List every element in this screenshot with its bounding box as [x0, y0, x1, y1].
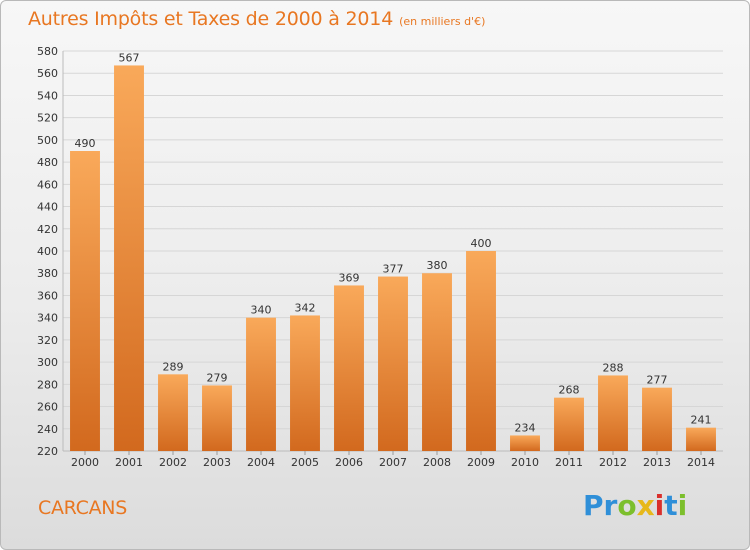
data-label: 279 [207, 371, 228, 384]
chart-subtitle: (en milliers d'€) [399, 15, 486, 28]
logo-letter: o [617, 489, 637, 522]
bar [378, 276, 408, 451]
x-tick-label: 2010 [511, 456, 539, 469]
x-tick-label: 2003 [203, 456, 231, 469]
data-label: 268 [559, 384, 580, 397]
data-label: 369 [339, 271, 360, 284]
data-label: 340 [251, 304, 272, 317]
logo-letter: P [583, 489, 604, 522]
bar [114, 65, 144, 451]
data-label: 567 [119, 51, 140, 64]
data-label: 380 [427, 259, 448, 272]
x-tick-label: 2006 [335, 456, 363, 469]
y-tick-label: 440 [37, 201, 58, 214]
bar [246, 317, 276, 451]
x-tick-label: 2000 [71, 456, 99, 469]
x-tick-label: 2004 [247, 456, 275, 469]
y-tick-label: 560 [37, 67, 58, 80]
chart-title: Autres Impôts et Taxes de 2000 à 2014 (en… [28, 8, 485, 30]
y-tick-label: 240 [37, 423, 58, 436]
logo-letter: r [603, 489, 618, 522]
y-tick-label: 400 [37, 245, 58, 258]
y-tick-label: 500 [37, 134, 58, 147]
x-tick-label: 2001 [115, 456, 143, 469]
y-tick-label: 320 [37, 334, 58, 347]
bar [642, 387, 672, 451]
bar [466, 251, 496, 451]
y-tick-label: 520 [37, 112, 58, 125]
bar [290, 315, 320, 451]
x-tick-label: 2005 [291, 456, 319, 469]
bar [554, 397, 584, 451]
city-name: CARCANS [38, 497, 127, 519]
y-tick-label: 540 [37, 89, 58, 102]
x-tick-label: 2009 [467, 456, 495, 469]
bar [334, 285, 364, 451]
data-label: 289 [163, 360, 184, 373]
logo-letter: i [677, 489, 688, 522]
x-tick-label: 2008 [423, 456, 451, 469]
logo-letter: i [654, 489, 665, 522]
data-label: 277 [647, 374, 668, 387]
bar [158, 374, 188, 451]
bar [686, 427, 716, 451]
y-tick-label: 420 [37, 223, 58, 236]
logo-letter: x [636, 489, 655, 522]
proxiti-logo: Proxiti [583, 489, 687, 522]
data-label: 400 [471, 237, 492, 250]
x-tick-label: 2014 [687, 456, 715, 469]
bar [510, 435, 540, 451]
data-label: 241 [691, 414, 712, 427]
y-tick-label: 220 [37, 445, 58, 458]
x-tick-label: 2011 [555, 456, 583, 469]
y-tick-label: 260 [37, 401, 58, 414]
x-tick-label: 2012 [599, 456, 627, 469]
x-tick-label: 2013 [643, 456, 671, 469]
chart-title-text: Autres Impôts et Taxes de 2000 à 2014 [28, 8, 394, 30]
y-tick-label: 280 [37, 378, 58, 391]
x-tick-label: 2002 [159, 456, 187, 469]
y-tick-label: 380 [37, 267, 58, 280]
x-tick-label: 2007 [379, 456, 407, 469]
data-label: 288 [603, 361, 624, 374]
data-label: 234 [515, 421, 536, 434]
y-tick-label: 480 [37, 156, 58, 169]
bar [598, 375, 628, 451]
y-tick-label: 300 [37, 356, 58, 369]
bar [422, 273, 452, 451]
bar [70, 151, 100, 451]
y-tick-label: 580 [37, 45, 58, 58]
logo-letter: t [664, 489, 678, 522]
bar [202, 385, 232, 451]
data-label: 377 [383, 263, 404, 276]
data-label: 342 [295, 301, 316, 314]
y-tick-label: 460 [37, 178, 58, 191]
data-label: 490 [75, 137, 96, 150]
y-tick-label: 340 [37, 312, 58, 325]
y-tick-label: 360 [37, 289, 58, 302]
